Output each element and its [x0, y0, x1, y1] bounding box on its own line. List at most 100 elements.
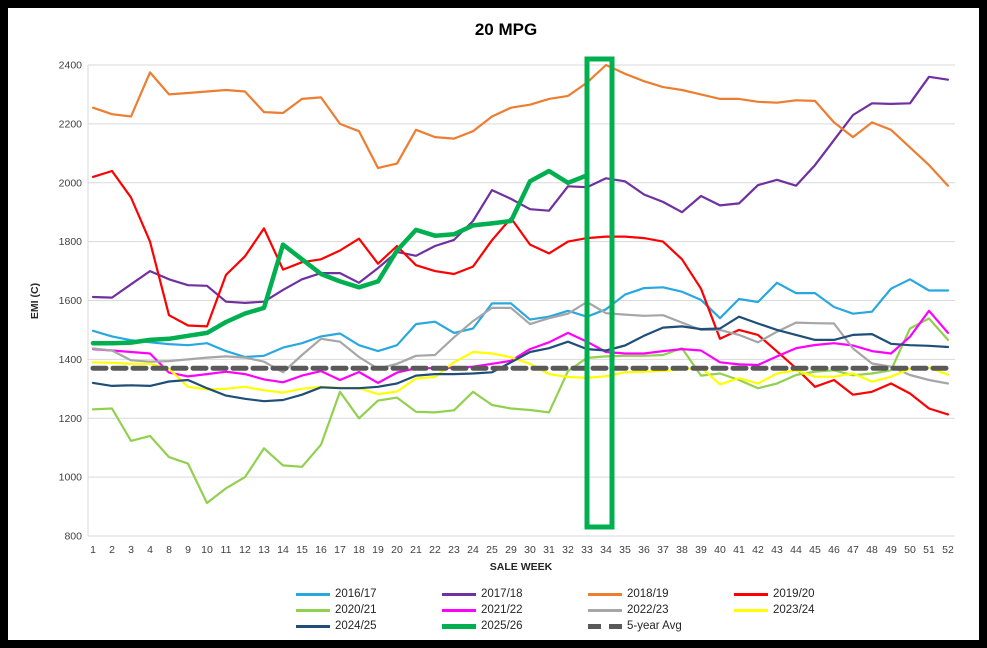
- x-tick-label: 46: [828, 544, 840, 556]
- legend-label: 2021/22: [481, 604, 523, 616]
- x-tick-label: 20: [391, 544, 403, 556]
- legend-swatch-2025-26: [442, 624, 476, 629]
- x-tick-label: 42: [752, 544, 764, 556]
- x-tick-label: 39: [695, 544, 707, 556]
- x-tick-label: 21: [410, 544, 422, 556]
- x-tick-label: 23: [448, 544, 460, 556]
- series-line-2022-23: [91, 300, 950, 385]
- series-line-2021-22: [91, 309, 950, 384]
- x-tick-label: 49: [885, 544, 897, 556]
- x-tick-label: 3: [128, 544, 134, 556]
- x-axis-title: SALE WEEK: [490, 561, 553, 573]
- x-tick-label: 11: [221, 544, 232, 556]
- x-tick-label: 35: [619, 544, 631, 556]
- x-tick-label: 50: [904, 544, 916, 556]
- x-tick-label: 12: [239, 544, 251, 556]
- x-tick-label: 43: [771, 544, 783, 556]
- series-line-2017-18: [91, 75, 950, 304]
- legend-label: 2018/19: [627, 588, 669, 600]
- series-line-2016-17: [91, 278, 950, 359]
- x-tick-label: 41: [733, 544, 745, 556]
- x-tick-label: 16: [315, 544, 327, 556]
- legend-item-5-year-avg: 5-year Avg: [588, 619, 734, 634]
- x-tick-label: 33: [581, 544, 593, 556]
- y-tick-label: 2200: [59, 118, 83, 130]
- legend: 2016/17 2017/18 2018/19 2019/20 2020/21 2021/…: [296, 587, 880, 634]
- x-tick-label: 52: [942, 544, 954, 556]
- x-tick-label: 40: [714, 544, 726, 556]
- x-tick-label: 29: [505, 544, 517, 556]
- series-line-2023-24: [91, 350, 950, 396]
- series-line-2019-20: [91, 169, 950, 416]
- x-tick-label: 13: [258, 544, 270, 556]
- x-tick-label: 2: [109, 544, 115, 556]
- y-tick-label: 1600: [59, 295, 83, 307]
- x-tick-label: 37: [657, 544, 669, 556]
- legend-swatch-2019-20: [734, 593, 768, 596]
- legend-item-2021-22: 2021/22: [442, 603, 588, 618]
- legend-item-2025-26: 2025/26: [442, 619, 588, 634]
- series-line-2024-25: [91, 315, 950, 403]
- x-tick-label: 44: [790, 544, 802, 556]
- x-tick-label: 32: [562, 544, 574, 556]
- x-tick-label: 34: [600, 544, 612, 556]
- x-tick-label: 51: [923, 544, 935, 556]
- legend-label: 2017/18: [481, 588, 523, 600]
- legend-swatch-2018-19: [588, 593, 622, 596]
- x-tick-label: 24: [467, 544, 479, 556]
- series-line-2018-19: [91, 63, 950, 187]
- x-tick-label: 1: [90, 544, 96, 556]
- x-tick-label: 10: [201, 544, 213, 556]
- legend-item-2024-25: 2024/25: [296, 619, 442, 634]
- x-tick-label: 18: [353, 544, 365, 556]
- x-tick-label: 30: [524, 544, 536, 556]
- legend-item-2023-24: 2023/24: [734, 603, 880, 618]
- legend-swatch-2017-18: [442, 593, 476, 596]
- x-tick-label: 36: [638, 544, 650, 556]
- x-tick-label: 19: [372, 544, 384, 556]
- x-tick-label: 8: [166, 544, 172, 556]
- y-axis-title: EMI (C): [29, 283, 41, 319]
- y-tick-label: 2400: [59, 60, 83, 72]
- legend-item-2022-23: 2022/23: [588, 603, 734, 618]
- legend-label: 2024/25: [335, 620, 377, 632]
- y-tick-label: 800: [64, 531, 82, 543]
- x-tick-label: 38: [676, 544, 688, 556]
- legend-item-2019-20: 2019/20: [734, 587, 880, 602]
- series-line-2025-26: [90, 168, 590, 346]
- series-line-2020-21: [91, 317, 950, 505]
- x-tick-label: 14: [277, 544, 289, 556]
- legend-label: 2022/23: [627, 604, 669, 616]
- legend-label: 2019/20: [773, 588, 815, 600]
- x-tick-label: 22: [429, 544, 441, 556]
- legend-label: 2016/17: [335, 588, 377, 600]
- legend-item-2016-17: 2016/17: [296, 587, 442, 602]
- legend-item-2018-19: 2018/19: [588, 587, 734, 602]
- legend-swatch-2022-23: [588, 609, 622, 612]
- chart-title: 20 MPG: [475, 20, 537, 39]
- legend-label: 2020/21: [335, 604, 377, 616]
- y-tick-label: 2000: [59, 177, 83, 189]
- legend-label: 2023/24: [773, 604, 815, 616]
- legend-label: 5-year Avg: [627, 620, 682, 632]
- x-tick-label: 31: [543, 544, 555, 556]
- legend-swatch-2023-24: [734, 609, 768, 612]
- legend-item-2020-21: 2020/21: [296, 603, 442, 618]
- y-tick-label: 1000: [59, 472, 83, 484]
- x-tick-label: 9: [185, 544, 191, 556]
- x-tick-label: 4: [147, 544, 153, 556]
- x-tick-label: 25: [486, 544, 498, 556]
- legend-swatch-2016-17: [296, 593, 330, 596]
- highlight-box: [584, 56, 615, 530]
- y-tick-label: 1200: [59, 413, 83, 425]
- y-tick-label: 1400: [59, 354, 83, 366]
- legend-label: 2025/26: [481, 620, 523, 632]
- x-tick-label: 17: [334, 544, 346, 556]
- y-tick-label: 1800: [59, 236, 83, 248]
- legend-swatch-2024-25: [296, 625, 330, 628]
- x-tick-label: 47: [847, 544, 859, 556]
- legend-item-2017-18: 2017/18: [442, 587, 588, 602]
- legend-swatch-5-year-avg: [588, 624, 622, 629]
- x-tick-label: 15: [296, 544, 308, 556]
